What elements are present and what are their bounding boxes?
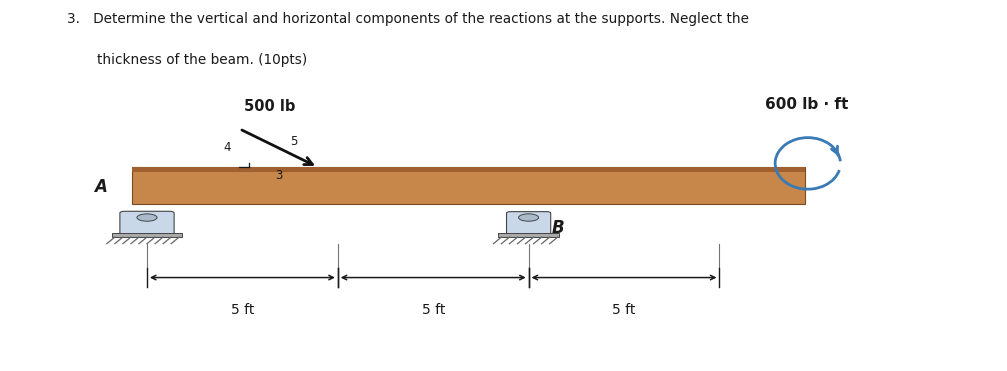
Text: 3: 3 — [275, 169, 282, 182]
Circle shape — [137, 214, 157, 221]
FancyBboxPatch shape — [507, 211, 551, 235]
Text: B: B — [552, 219, 564, 237]
Text: thickness of the beam. (10pts): thickness of the beam. (10pts) — [97, 53, 307, 67]
Text: 5: 5 — [291, 135, 298, 148]
Text: 3.   Determine the vertical and horizontal components of the reactions at the su: 3. Determine the vertical and horizontal… — [66, 13, 748, 26]
Bar — [498, 233, 559, 237]
Text: 4: 4 — [224, 141, 232, 154]
Circle shape — [519, 214, 539, 221]
Text: 5 ft: 5 ft — [231, 303, 254, 317]
Bar — [112, 233, 182, 237]
Text: 5 ft: 5 ft — [422, 303, 445, 317]
Text: 500 lb: 500 lb — [245, 99, 296, 114]
Bar — [132, 167, 805, 171]
Text: 5 ft: 5 ft — [612, 303, 635, 317]
Text: 600 lb · ft: 600 lb · ft — [764, 97, 848, 112]
Text: A: A — [94, 178, 107, 196]
Bar — [132, 167, 805, 204]
FancyBboxPatch shape — [120, 211, 174, 235]
